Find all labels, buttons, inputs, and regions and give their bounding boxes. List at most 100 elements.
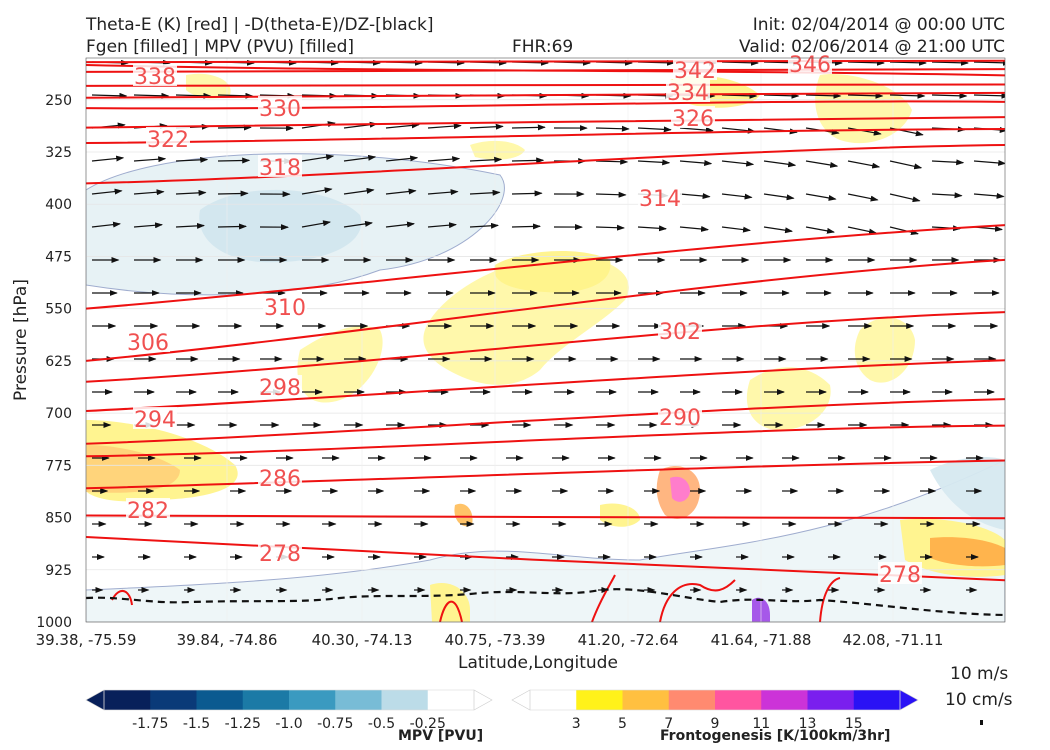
wind-vector [805, 226, 835, 234]
fgen-colorbar-swatch-3 [668, 690, 716, 710]
init-time: Init: 02/04/2014 @ 00:00 UTC [752, 15, 1005, 35]
field-patch-7 [494, 250, 611, 293]
wind-vector [805, 160, 839, 168]
wind-vector [847, 193, 879, 202]
vector-scale-vertical: 10 cm/s [945, 690, 1013, 710]
mpv-colorbar-left-extend [85, 689, 105, 711]
contour-label-326: 326 [672, 107, 714, 132]
field-patch-3 [930, 457, 1005, 530]
wind-vector [931, 59, 969, 66]
field-patch-16 [670, 476, 690, 502]
fgen-colorbar-tick-4: 11 [752, 716, 770, 732]
wind-vector [511, 190, 543, 197]
wind-vector [973, 192, 1005, 199]
mpv-colorbar-swatch-5 [335, 690, 382, 710]
theta-e-surface-4 [819, 577, 841, 622]
field-patch-8 [297, 326, 383, 403]
theta-e-line-346 [86, 59, 1005, 64]
theta-e-line-306 [86, 258, 1005, 362]
colorbars: -1.75 -1.5 -1.25 -1.0 -0.75 -0.5 -0.25 3 5 7 9 11 13… [85, 689, 919, 732]
fgen-colorbar-label: Frontogenesis [K/100km/3hr] [660, 728, 891, 744]
theta-e-line-302 [86, 311, 1005, 383]
x-tick-label-2: 40.30, -74.13 [312, 631, 413, 649]
contour-label-bg-278 [258, 541, 302, 563]
contour-label-bg-342 [673, 58, 717, 80]
fgen-colorbar-swatch-2 [622, 690, 670, 710]
wind-vector [91, 221, 121, 228]
contour-label-bg-282 [126, 498, 170, 520]
wind-vector [679, 160, 713, 167]
wind-vector [469, 222, 499, 229]
vector-scale-horizontal: 10 m/s [950, 664, 1009, 684]
wind-vector [763, 92, 800, 99]
mpv-colorbar-tick-0: -1.75 [132, 716, 168, 732]
wind-vector [679, 127, 714, 134]
wind-vector [679, 192, 711, 199]
wind-vector [889, 59, 927, 66]
wind-vector [805, 92, 842, 99]
mpv-colorbar-swatch-2 [196, 690, 244, 710]
y-tick-label-400: 400 [45, 197, 72, 213]
theta-e-line-330 [86, 91, 1005, 99]
wind-vector [805, 193, 837, 201]
x-tick-label-0: 39.38, -75.59 [36, 631, 137, 649]
mpv-colorbar-tick-4: -0.75 [317, 716, 353, 732]
vector-scale-arrow [980, 720, 983, 725]
contour-label-bg-278-right [878, 562, 922, 584]
mpv-colorbar-right-extend [473, 689, 493, 711]
contour-label-bg-306 [126, 330, 170, 352]
wind-vector [133, 222, 163, 229]
contour-label-bg-298 [258, 375, 302, 397]
x-tick-label-5: 41.64, -71.88 [711, 631, 812, 649]
contour-label-bg-338 [133, 64, 177, 86]
contour-label-318: 318 [259, 156, 301, 181]
field-patch-18 [930, 537, 1005, 567]
fgen-colorbar-swatch-0 [530, 690, 577, 710]
wind-vector [511, 157, 545, 164]
contour-label-330: 330 [259, 97, 301, 122]
x-axis-label: Latitude,Longitude [458, 653, 618, 673]
wind-vector [133, 92, 170, 99]
wind-vector [175, 222, 205, 229]
theta-e-line-326 [86, 100, 1005, 110]
fgen-colorbar-tick-5: 13 [799, 716, 817, 732]
wind-vector [595, 125, 630, 132]
contour-label-314: 314 [639, 187, 681, 212]
wind-vector [217, 157, 251, 164]
contour-label-310: 310 [264, 296, 306, 321]
wind-vector [595, 224, 625, 231]
wind-vector [427, 123, 462, 130]
x-tick-label-1: 39.84, -74.86 [177, 631, 278, 649]
contour-label-bg-294 [133, 407, 177, 429]
wind-vector [763, 226, 793, 234]
wind-vector [595, 158, 629, 165]
wind-vector [889, 226, 919, 236]
x-axis-ticks: 39.38, -75.59 39.84, -74.86 40.30, -74.13 4… [36, 631, 944, 649]
mpv-colorbar-tick-3: -1.0 [275, 716, 302, 732]
wind-vector [721, 226, 751, 233]
wind-vector [427, 189, 459, 196]
fgen-colorbar-left-extend [511, 689, 531, 711]
wind-vector [469, 156, 503, 163]
fgen-colorbar-tick-2: 7 [664, 716, 673, 732]
fgen-colorbar-frame [529, 689, 901, 711]
field-patch-9 [746, 367, 831, 430]
contour-label-290: 290 [659, 406, 701, 431]
contour-label-bg-302 [658, 319, 702, 341]
title-line-2: Fgen [filled] | MPV (PVU) [filled] [86, 37, 355, 57]
y-tick-label-250: 250 [45, 93, 72, 109]
contour-label-322: 322 [147, 128, 189, 153]
wind-vector [847, 160, 881, 169]
theta-e-line-294 [86, 398, 1005, 445]
x-tick-label-4: 41.20, -72.64 [578, 631, 679, 649]
wind-vector [343, 220, 373, 228]
mpv-colorbar-tick-6: -0.25 [410, 716, 446, 732]
mpv-colorbar-swatch-4 [289, 690, 336, 710]
wind-vector [889, 92, 926, 99]
fgen-colorbar-swatch-4 [715, 690, 762, 710]
wind-vector [763, 193, 795, 201]
x-tick-label-6: 42.08, -71.11 [843, 631, 944, 649]
y-axis-label: Pressure [hPa] [11, 279, 31, 401]
theta-e-line-298 [86, 359, 1005, 413]
contour-label-306: 306 [127, 331, 169, 356]
